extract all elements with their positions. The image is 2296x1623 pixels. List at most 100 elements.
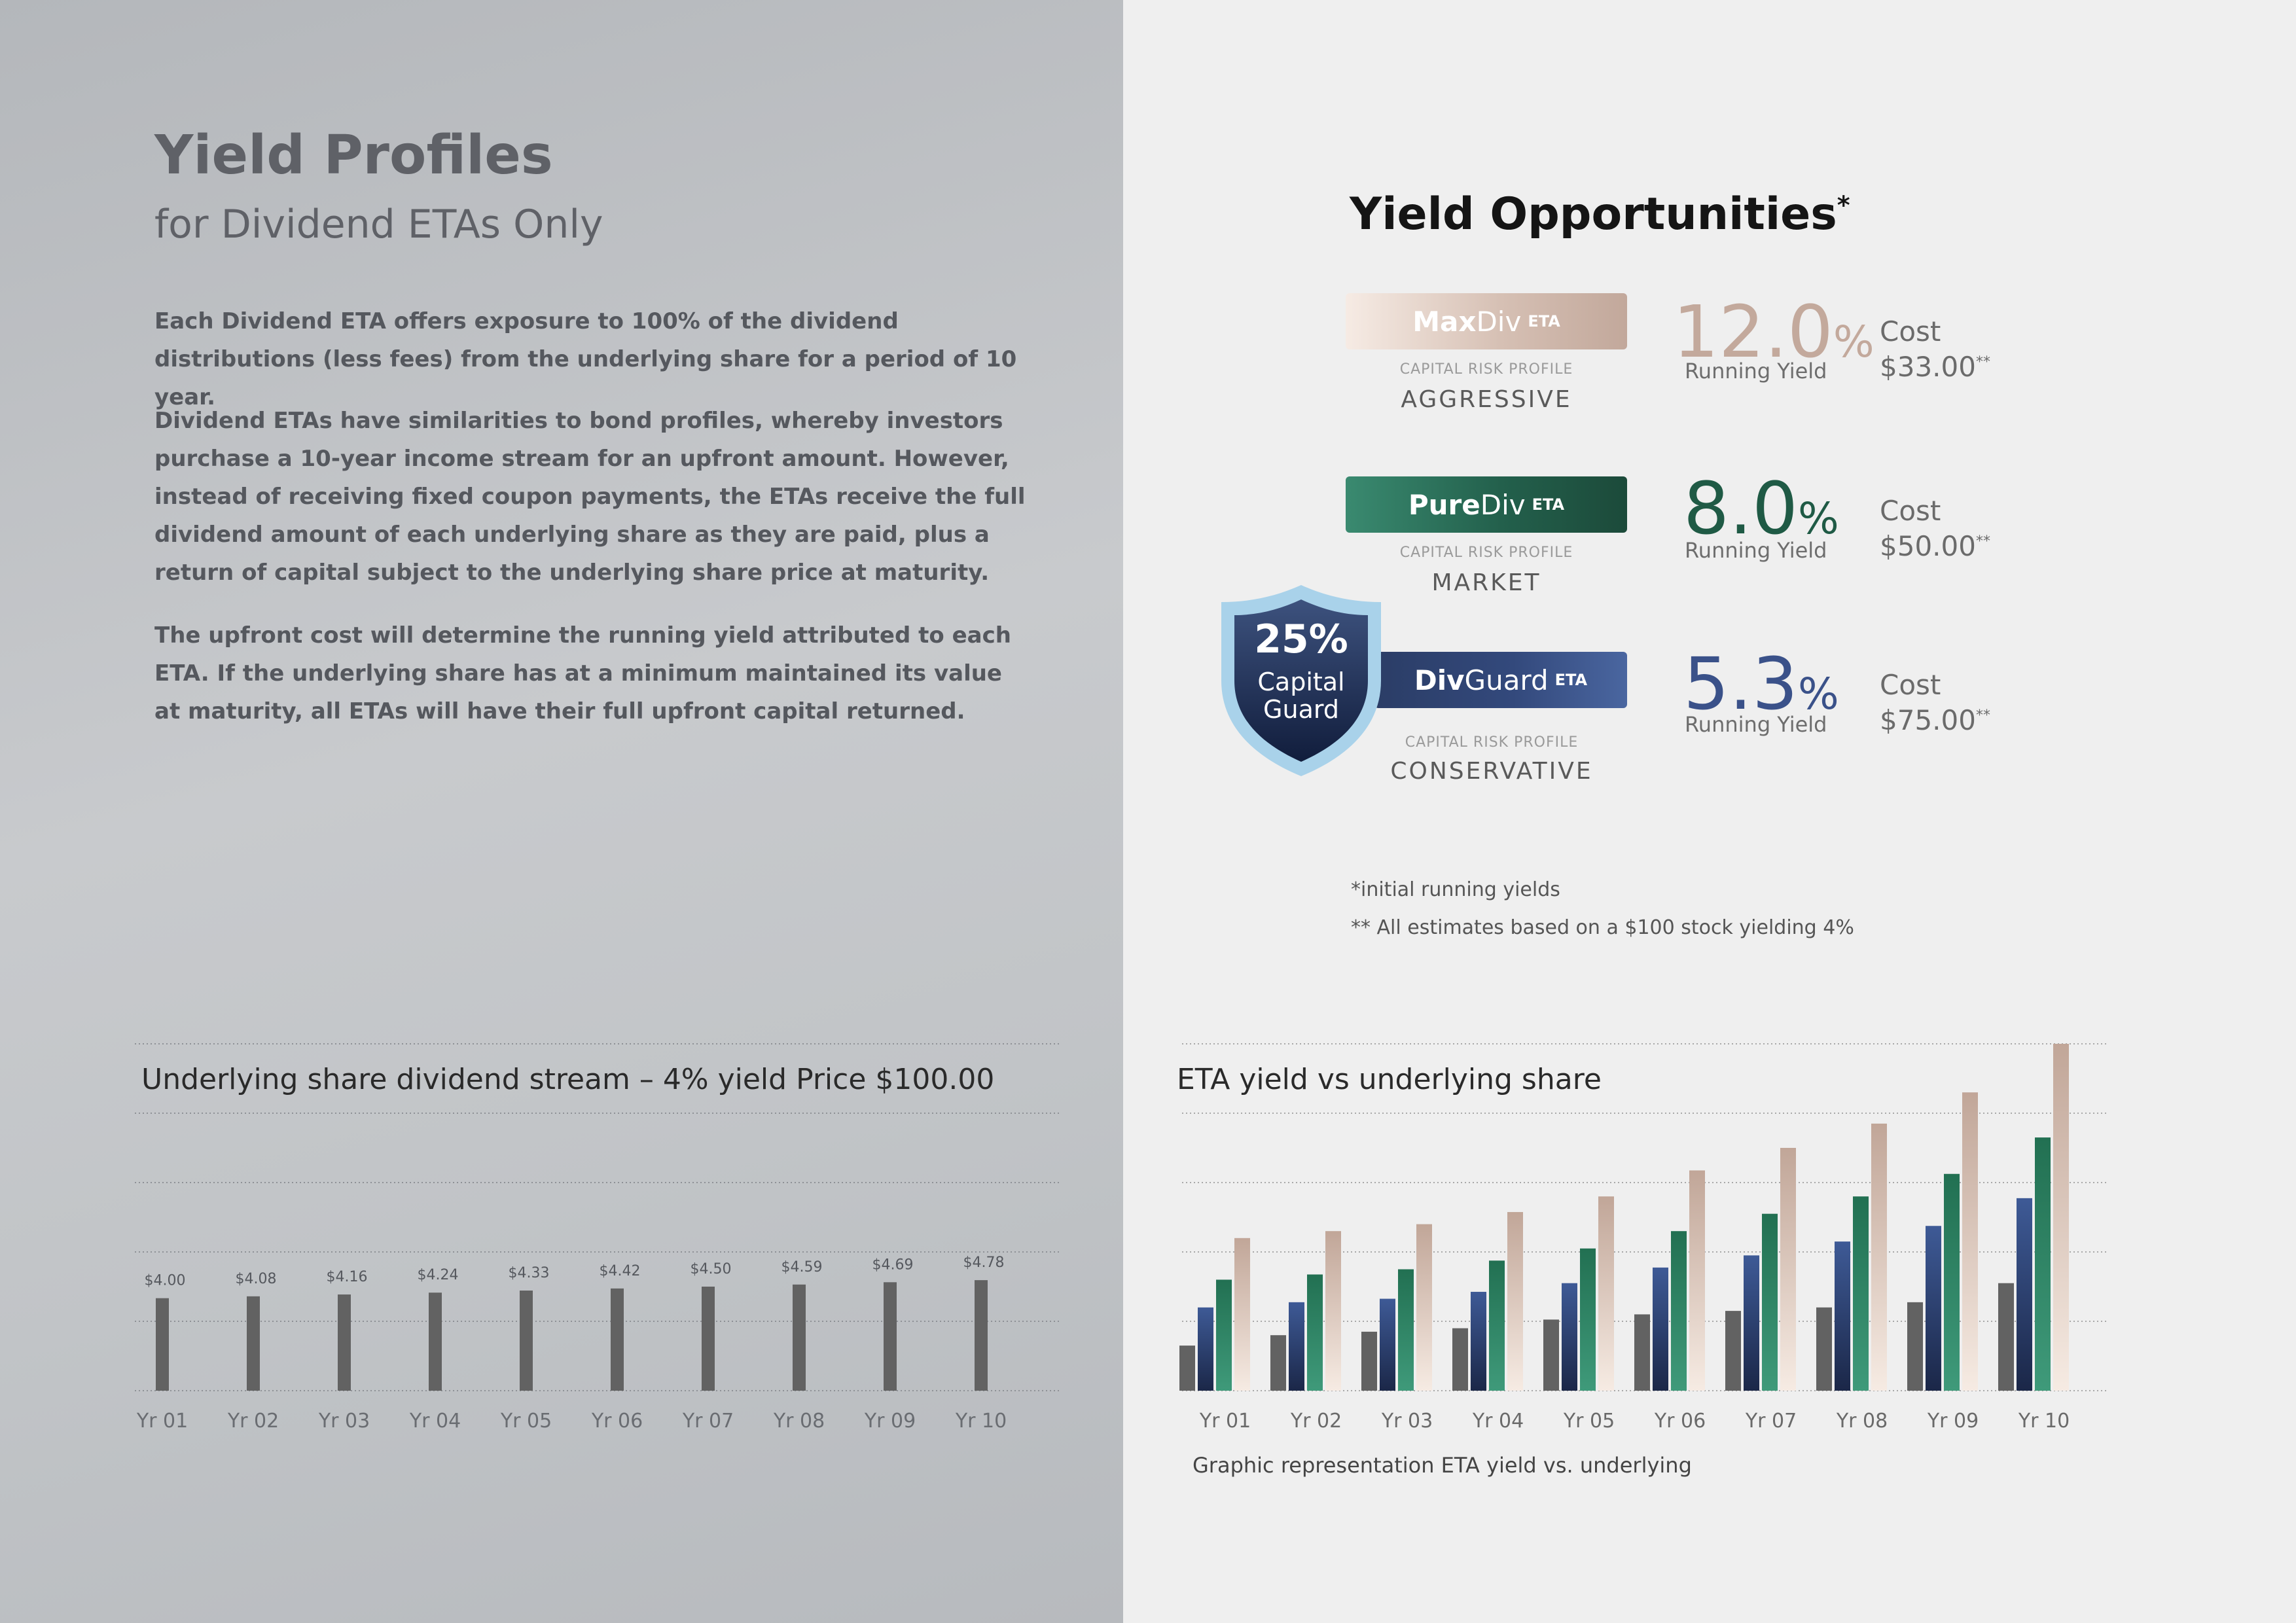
divguard-bar <box>1835 1241 1850 1391</box>
maxdiv-bar <box>1325 1231 1341 1391</box>
purediv-yield-pct: % <box>1797 493 1839 544</box>
yield-opportunities-title: Yield Opportunities* <box>1350 188 1850 240</box>
x-tick-label: Yr 06 <box>591 1410 643 1433</box>
divguard-bar <box>1926 1226 1941 1391</box>
maxdiv-cost-mark: ** <box>1975 354 1990 370</box>
underlying-bar <box>1998 1283 2014 1391</box>
divguard-cost-amount: $75.00 <box>1880 704 1976 736</box>
underlying-bar <box>429 1293 442 1391</box>
divguard-risk-label: CAPITAL RISK PROFILE <box>1405 734 1579 751</box>
x-tick-label: Yr 05 <box>1563 1410 1615 1433</box>
divguard-cost-label: Cost <box>1880 669 1941 701</box>
page-title: Yield Profiles <box>154 124 553 187</box>
maxdiv-eta-bar: Max Div ETA <box>1346 293 1627 349</box>
maxdiv-bar <box>1234 1238 1250 1391</box>
purediv-bar <box>1216 1279 1232 1391</box>
purediv-bar <box>1762 1213 1778 1391</box>
underlying-bar <box>1907 1302 1923 1391</box>
purediv-bar <box>1853 1196 1869 1391</box>
divguard-bar <box>1562 1283 1577 1391</box>
x-tick-label: Yr 09 <box>864 1410 916 1433</box>
purediv-bar <box>1580 1248 1596 1391</box>
purediv-risk-value: MARKET <box>1431 569 1541 596</box>
page-subtitle: for Dividend ETAs Only <box>154 202 603 247</box>
maxdiv-cost-label: Cost <box>1880 315 1941 348</box>
bar-value-label: $4.00 <box>145 1273 186 1289</box>
maxdiv-bar <box>1962 1092 1978 1391</box>
x-tick-label: Yr 01 <box>136 1410 188 1433</box>
maxdiv-running-yield-label: Running Yield <box>1685 359 1827 383</box>
maxdiv-name-bold: Max <box>1412 305 1477 338</box>
underlying-bar <box>1634 1314 1650 1391</box>
purediv-bar <box>1307 1274 1323 1391</box>
divguard-yield-value: 5.3 <box>1683 642 1798 726</box>
underlying-bar <box>1179 1346 1195 1391</box>
underlying-bar <box>884 1282 897 1391</box>
purediv-yield-value: 8.0 <box>1683 467 1798 550</box>
maxdiv-cost-value: $33.00** <box>1880 351 1990 383</box>
x-tick-label: Yr 10 <box>2018 1410 2070 1433</box>
divguard-bar <box>1653 1267 1668 1391</box>
maxdiv-cost-amount: $33.00 <box>1880 351 1976 383</box>
bar-value-label: $4.59 <box>781 1259 823 1275</box>
bar-value-label: $4.42 <box>600 1263 641 1279</box>
maxdiv-bar <box>1871 1123 1887 1391</box>
x-tick-label: Yr 08 <box>1836 1410 1888 1433</box>
purediv-cost-amount: $50.00 <box>1880 530 1976 562</box>
divguard-bar <box>2017 1198 2032 1391</box>
purediv-cost-value: $50.00** <box>1880 530 1990 562</box>
purediv-name-rest: Div <box>1480 488 1526 521</box>
maxdiv-bar <box>1507 1212 1523 1391</box>
purediv-running-yield-label: Running Yield <box>1685 538 1827 563</box>
footnote-estimates: ** All estimates based on a $100 stock y… <box>1351 916 1854 939</box>
bar-value-label: $4.69 <box>872 1257 914 1273</box>
bar-value-label: $4.24 <box>418 1267 459 1283</box>
x-tick-label: Yr 07 <box>1745 1410 1797 1433</box>
x-tick-label: Yr 10 <box>955 1410 1007 1433</box>
purediv-bar <box>1398 1269 1414 1391</box>
maxdiv-yield: 12.0% <box>1673 296 1874 378</box>
yield-opportunities-title-text: Yield Opportunities <box>1350 188 1837 240</box>
shield-icon <box>1221 585 1381 776</box>
purediv-cost-label: Cost <box>1880 495 1941 527</box>
divguard-bar <box>1471 1291 1486 1391</box>
x-tick-label: Yr 02 <box>227 1410 279 1433</box>
purediv-name-bold: Pure <box>1408 488 1480 521</box>
underlying-bar <box>1816 1307 1832 1391</box>
x-tick-label: Yr 09 <box>1927 1410 1979 1433</box>
underlying-chart-title: Underlying share dividend stream – 4% yi… <box>141 1063 995 1096</box>
divguard-bar <box>1744 1255 1759 1391</box>
x-tick-label: Yr 04 <box>1472 1410 1524 1433</box>
divguard-name-rest: Guard <box>1464 664 1549 696</box>
divguard-name-bold: Div <box>1414 664 1465 696</box>
maxdiv-bar <box>1416 1224 1432 1391</box>
capital-guard-line2: Guard <box>1263 695 1339 724</box>
upfront-cost-paragraph: The upfront cost will determine the runn… <box>154 622 1011 724</box>
capital-guard-percent: 25% <box>1254 616 1348 662</box>
bar-value-label: $4.78 <box>963 1255 1005 1271</box>
purediv-yield: 8.0% <box>1683 473 1839 555</box>
bar-value-label: $4.16 <box>327 1269 368 1285</box>
maxdiv-bar <box>1780 1148 1796 1391</box>
purediv-cost-mark: ** <box>1975 533 1990 550</box>
x-tick-label: Yr 05 <box>500 1410 552 1433</box>
maxdiv-risk-value: AGGRESSIVE <box>1401 386 1572 413</box>
eta-yield-chart: Yr 01 Yr 02 Yr 03 Yr 04 Yr 05 Yr 06 Yr 07 Yr 08… <box>1179 1043 2108 1433</box>
divguard-running-yield-label: Running Yield <box>1685 712 1827 737</box>
eta-chart-title: ETA yield vs underlying share <box>1177 1063 1602 1096</box>
intro-paragraph: Each Dividend ETA offers exposure to 100… <box>154 308 1017 410</box>
x-tick-label: Yr 07 <box>682 1410 734 1433</box>
underlying-bar <box>611 1288 624 1391</box>
bar-value-label: $4.50 <box>691 1261 732 1277</box>
divguard-bar <box>1198 1307 1213 1391</box>
underlying-bar <box>1543 1319 1559 1391</box>
divguard-yield: 5.3% <box>1683 648 1839 730</box>
underlying-bar <box>1270 1335 1286 1391</box>
maxdiv-bar <box>2053 1044 2069 1391</box>
purediv-bar <box>1671 1231 1687 1391</box>
divguard-yield-pct: % <box>1797 669 1839 719</box>
purediv-risk-label: CAPITAL RISK PROFILE <box>1399 544 1573 561</box>
title-footnote-mark: * <box>1837 190 1850 220</box>
capital-guard-line1: Capital <box>1257 668 1345 696</box>
maxdiv-bar <box>1689 1170 1705 1391</box>
